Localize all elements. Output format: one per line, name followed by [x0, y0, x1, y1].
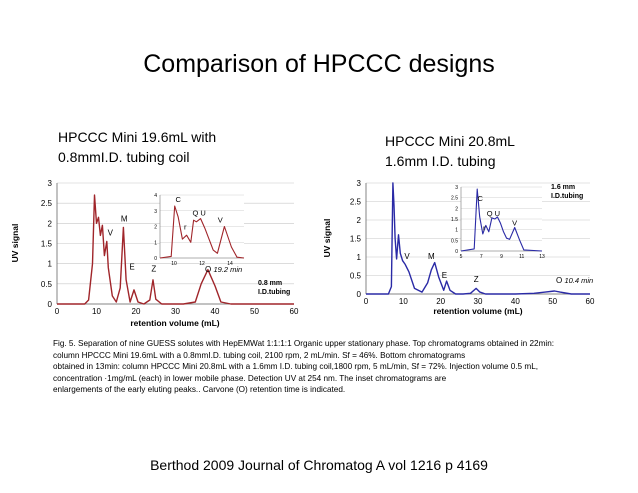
right-x-tick-label: 0	[364, 297, 369, 306]
right-y-tick-label: 2	[357, 216, 362, 225]
left-inset-x-tick-label: 14	[227, 261, 233, 267]
right-inset-y-tick-label: 1.5	[451, 217, 458, 223]
left-y-tick-label: 1.5	[41, 240, 53, 249]
left-y-tick-label: 1	[48, 260, 53, 269]
right-inset-x-tick-label: 5	[460, 254, 463, 260]
right-inset-y-tick-label: 2	[455, 206, 458, 212]
right-inset-peak-label: C	[478, 194, 484, 203]
caption-line-1: Fig. 5. Separation of nine GUESS solutes…	[53, 339, 555, 348]
right-x-tick-label: 40	[511, 297, 520, 306]
right-inset-peak-label: r	[483, 224, 486, 233]
caption-line-2: column HPCCC Mini 19.6mL with a 0.8mmI.D…	[53, 350, 466, 360]
right-peak-label: Z	[474, 275, 479, 284]
left-y-axis-label: UV signal	[10, 224, 20, 263]
left-peak-label: V	[108, 228, 114, 237]
right-y-axis-label: UV signal	[322, 219, 332, 258]
left-x-axis-label: retention volume (mL)	[130, 318, 219, 328]
right-inset-x-tick-label: 7	[480, 254, 483, 260]
left-x-tick-label: 40	[211, 307, 220, 316]
right-inset-x-tick-label: 11	[519, 254, 524, 260]
right-peak-label: M	[428, 252, 435, 261]
left-inset-peak-label: Q U	[193, 208, 206, 217]
left-x-tick-label: 20	[132, 307, 141, 316]
right-x-tick-label: 10	[399, 297, 408, 306]
page-title: Comparison of HPCCC designs	[143, 50, 495, 78]
right-inset: 0 0.5 1 1.5 2 2.5 3 5 7 9 11 13 CrQ U V	[451, 185, 545, 260]
right-inset-peak-label: V	[512, 218, 517, 227]
caption-line-4: concentration ·1mg/mL (each) in lower mo…	[53, 373, 447, 383]
left-inset-y-tick-label: 3	[154, 209, 157, 215]
right-peak-label: E	[442, 271, 447, 280]
left-inset-y-tick-label: 2	[154, 225, 157, 231]
left-inset-x-tick-label: 12	[199, 261, 205, 267]
caption-line-5: enlargements of the early eluting peaks.…	[53, 385, 346, 395]
right-inset-y-tick-label: 0	[455, 249, 458, 255]
right-y-tick-label: 1	[357, 253, 362, 262]
figure-caption: Fig. 5. Separation of nine GUESS solutes…	[53, 338, 593, 396]
right-y-tick-label: 2.5	[350, 198, 362, 207]
left-x-tick-label: 50	[250, 307, 259, 316]
right-x-axis-label: retention volume (mL)	[433, 306, 522, 316]
caption-line-3: obtained in 13min: column HPCCC Mini 20.…	[53, 362, 539, 372]
right-inset-y-tick-label: 0.5	[451, 238, 458, 244]
right-subtitle-line2: 1.6mm I.D. tubing	[385, 153, 496, 169]
right-inset-y-tick-label: 3	[455, 185, 458, 191]
citation: Berthod 2009 Journal of Chromatog A vol …	[150, 457, 488, 473]
right-inset-y-tick-label: 1	[455, 228, 458, 234]
left-inset-peak-label: V	[218, 216, 223, 225]
left-inset-peak-label: C	[175, 195, 181, 204]
left-y-tick-label: 3	[48, 179, 53, 188]
right-x-tick-label: 50	[548, 297, 557, 306]
right-tubing-annotation: 1.6 mm I.D.tubing	[551, 184, 583, 200]
left-peak-label: E	[129, 263, 134, 272]
right-subtitle: HPCCC Mini 20.8mL 1.6mm I.D. tubing	[385, 131, 515, 171]
left-y-tick-label: 0.5	[41, 280, 53, 289]
right-y-tick-label: 0	[357, 290, 362, 299]
left-subtitle: HPCCC Mini 19.6mL with 0.8mmI.D. tubing …	[58, 127, 216, 167]
right-inset-y-tick-label: 2.5	[451, 196, 458, 202]
right-x-tick-label: 60	[586, 297, 595, 306]
right-chromatogram-line	[366, 182, 590, 295]
left-y-tick-label: 0	[48, 300, 53, 309]
right-y-tick-label: 3	[357, 179, 362, 188]
right-carvone-label: O 10.4 min	[556, 276, 593, 285]
right-x-tick-label: 20	[436, 297, 445, 306]
left-x-tick-label: 30	[171, 307, 180, 316]
left-y-tick-label: 2	[48, 219, 53, 228]
left-chromatogram-line	[57, 194, 294, 305]
left-subtitle-line1: HPCCC Mini 19.6mL with	[58, 129, 217, 145]
left-inset-y-tick-label: 1	[154, 240, 157, 246]
left-inset-line	[159, 205, 245, 259]
left-x-tick-label: 0	[55, 307, 60, 316]
right-subtitle-line1: HPCCC Mini 20.8mL	[385, 133, 515, 149]
left-subtitle-line2: 0.8mmI.D. tubing coil	[58, 149, 190, 165]
left-peak-label: M	[121, 214, 128, 223]
right-inset-line	[460, 188, 543, 252]
right-y-tick-label: 0.5	[350, 272, 362, 281]
right-inset-x-tick-label: 13	[539, 254, 545, 260]
left-inset-y-tick-label: 4	[154, 193, 157, 199]
left-inset-y-tick-label: 0	[154, 256, 157, 262]
left-peak-label: Z	[151, 265, 156, 274]
left-inset-peak-label: r	[184, 223, 187, 232]
left-inset-x-tick-label: 10	[171, 261, 177, 267]
left-x-tick-label: 60	[290, 307, 299, 316]
left-y-tick-label: 2.5	[41, 199, 53, 208]
right-x-tick-label: 30	[474, 297, 483, 306]
left-carvone-label: O 19.2 min	[205, 265, 242, 274]
left-tubing-annotation: 0.8 mm I.D.tubing	[258, 280, 290, 296]
right-inset-x-tick-label: 9	[500, 254, 503, 260]
right-inset-peak-label: Q U	[487, 209, 500, 218]
right-peak-label: V	[404, 252, 410, 261]
left-x-tick-label: 10	[92, 307, 101, 316]
right-y-tick-label: 1.5	[350, 235, 362, 244]
